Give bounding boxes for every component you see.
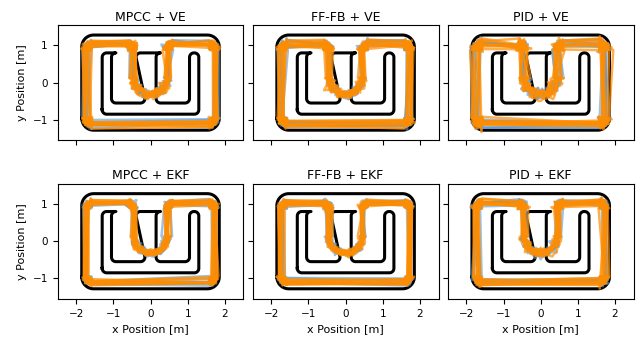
Title: FF-FB + VE: FF-FB + VE <box>311 11 380 24</box>
X-axis label: x Position [m]: x Position [m] <box>112 324 189 334</box>
Title: FF-FB + EKF: FF-FB + EKF <box>307 169 384 182</box>
Y-axis label: y Position [m]: y Position [m] <box>17 203 27 279</box>
Title: MPCC + VE: MPCC + VE <box>115 11 186 24</box>
X-axis label: x Position [m]: x Position [m] <box>502 324 579 334</box>
X-axis label: x Position [m]: x Position [m] <box>307 324 384 334</box>
Y-axis label: y Position [m]: y Position [m] <box>17 44 27 121</box>
Title: MPCC + EKF: MPCC + EKF <box>112 169 189 182</box>
Title: PID + VE: PID + VE <box>513 11 568 24</box>
Title: PID + EKF: PID + EKF <box>509 169 572 182</box>
